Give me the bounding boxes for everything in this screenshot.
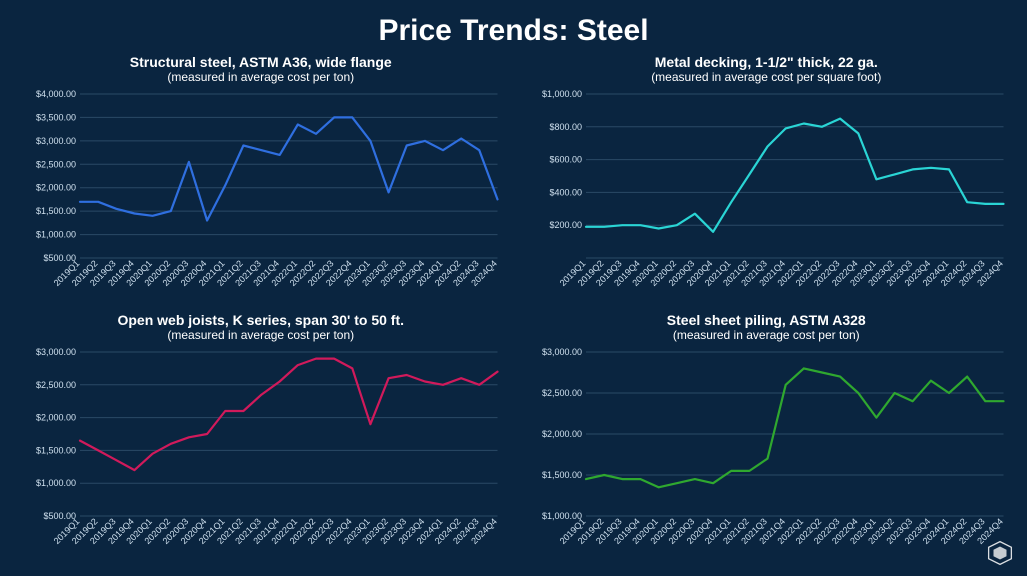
chart-area: $1,000.00$1,500.00$2,000.00$2,500.00$3,0… [524, 346, 1010, 560]
chart-area: $500.00$1,000.00$1,500.00$2,000.00$2,500… [18, 346, 504, 560]
series-line [80, 359, 498, 471]
panel-subtitle: (measured in average cost per ton) [167, 328, 354, 342]
panel-steel-sheet-piling: Steel sheet piling, ASTM A328 (measured … [524, 312, 1010, 560]
y-axis-label: $1,000.00 [541, 89, 581, 99]
y-axis-label: $800.00 [549, 122, 582, 132]
panel-title: Steel sheet piling, ASTM A328 [667, 312, 866, 328]
y-axis-label: $1,000.00 [36, 478, 76, 488]
y-axis-label: $600.00 [549, 155, 582, 165]
series-line [80, 117, 498, 220]
y-axis-label: $3,000.00 [36, 136, 76, 146]
y-axis-label: $2,000.00 [36, 183, 76, 193]
panel-subtitle: (measured in average cost per ton) [673, 328, 860, 342]
y-axis-label: $1,500.00 [36, 445, 76, 455]
y-axis-label: $3,000.00 [36, 347, 76, 357]
page-title: Price Trends: Steel [0, 0, 1027, 54]
panel-title: Metal decking, 1-1/2" thick, 22 ga. [655, 54, 878, 70]
y-axis-label: $3,500.00 [36, 112, 76, 122]
panel-subtitle: (measured in average cost per square foo… [651, 70, 881, 84]
panel-title: Open web joists, K series, span 30' to 5… [117, 312, 404, 328]
y-axis-label: $4,000.00 [36, 89, 76, 99]
chart-area: $200.00$400.00$600.00$800.00$1,000.00201… [524, 88, 1010, 302]
y-axis-label: $2,500.00 [541, 388, 581, 398]
chart-area: $500.00$1,000.00$1,500.00$2,000.00$2,500… [18, 88, 504, 302]
panel-metal-decking: Metal decking, 1-1/2" thick, 22 ga. (mea… [524, 54, 1010, 302]
y-axis-label: $2,500.00 [36, 159, 76, 169]
y-axis-label: $400.00 [549, 187, 582, 197]
y-axis-label: $1,500.00 [36, 206, 76, 216]
brand-logo-icon [987, 540, 1013, 566]
series-line [586, 119, 1004, 232]
chart-grid: Structural steel, ASTM A36, wide flange … [0, 54, 1027, 572]
panel-open-web-joists: Open web joists, K series, span 30' to 5… [18, 312, 504, 560]
y-axis-label: $2,000.00 [541, 429, 581, 439]
y-axis-label: $3,000.00 [541, 347, 581, 357]
y-axis-label: $2,000.00 [36, 413, 76, 423]
panel-subtitle: (measured in average cost per ton) [167, 70, 354, 84]
panel-structural-steel: Structural steel, ASTM A36, wide flange … [18, 54, 504, 302]
series-line [586, 368, 1004, 487]
y-axis-label: $200.00 [549, 220, 582, 230]
y-axis-label: $2,500.00 [36, 380, 76, 390]
panel-title: Structural steel, ASTM A36, wide flange [130, 54, 392, 70]
y-axis-label: $1,000.00 [36, 230, 76, 240]
y-axis-label: $1,500.00 [541, 470, 581, 480]
